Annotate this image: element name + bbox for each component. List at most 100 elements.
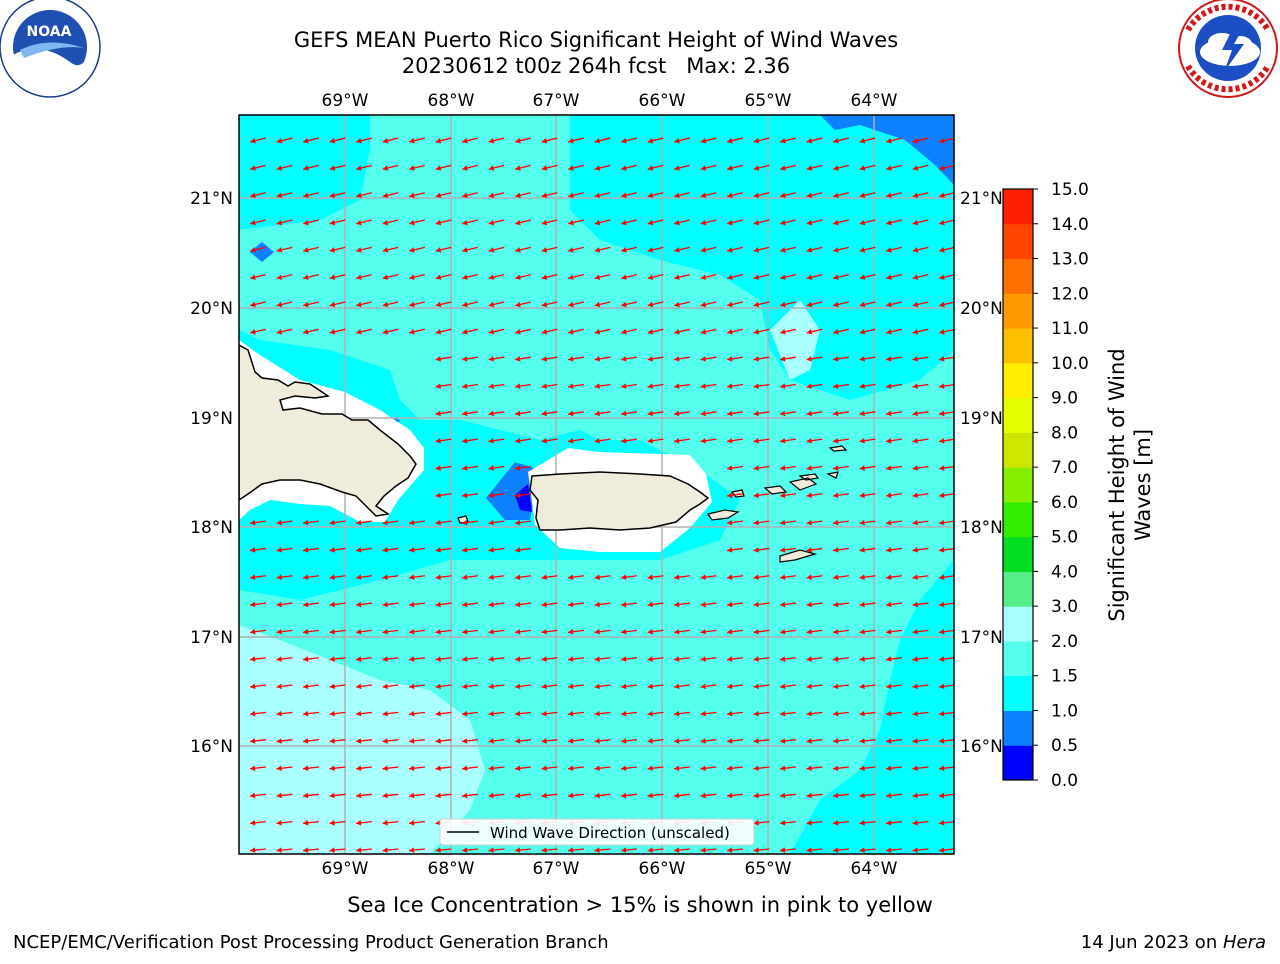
wave-direction-arrowhead	[647, 138, 654, 144]
wave-direction-arrowhead	[700, 410, 706, 417]
wave-direction-arrowhead	[276, 247, 283, 253]
wave-direction-arrowhead	[356, 847, 362, 853]
wave-direction-arrowhead	[568, 765, 574, 772]
wave-direction-arrowhead	[939, 765, 945, 772]
wave-direction-arrowhead	[859, 274, 866, 280]
colorbar-label-line1: Significant Height of Wind	[1105, 348, 1129, 621]
wave-direction-arrowhead	[674, 383, 680, 389]
wave-direction-arrowhead	[568, 301, 574, 308]
wave-direction-arrowhead	[488, 465, 494, 471]
lon-labels-top: 69°W 68°W 67°W 66°W 65°W 64°W	[322, 91, 898, 111]
wave-direction-arrowhead	[276, 792, 282, 799]
wave-direction-arrowhead	[833, 301, 839, 308]
wave-direction-arrowhead	[462, 219, 468, 226]
wave-direction-arrowhead	[674, 329, 680, 335]
wave-direction-arrowhead	[382, 710, 388, 717]
wave-direction-arrowhead	[435, 274, 442, 280]
wave-direction-arrowhead	[886, 301, 892, 308]
wave-direction-arrowhead	[250, 219, 256, 226]
wave-direction-arrowhead	[806, 383, 812, 389]
wave-direction-arrowhead	[329, 738, 335, 744]
wave-direction-arrowhead	[727, 165, 733, 171]
wave-direction-arrowhead	[727, 710, 733, 717]
colorbar-swatch	[1003, 640, 1033, 677]
wave-direction-arrowhead	[594, 301, 601, 308]
wave-direction-arrowhead	[621, 437, 627, 444]
wave-direction-arrowhead	[859, 847, 865, 853]
wave-direction-arrowhead	[276, 628, 282, 635]
wave-direction-arrowhead	[356, 683, 362, 690]
wave-direction-arrowhead	[594, 738, 600, 744]
land-vieques	[707, 509, 740, 521]
wave-direction-arrowhead	[382, 165, 389, 171]
wave-direction-arrowhead	[435, 628, 441, 635]
lon-label: 64°W	[851, 859, 898, 879]
wave-direction-arrowhead	[621, 301, 627, 308]
wave-direction-arrowhead	[541, 356, 547, 362]
wave-direction-arrowhead	[568, 738, 574, 744]
wave-direction-arrowhead	[833, 219, 839, 226]
wave-direction-arrowhead	[859, 219, 866, 226]
wave-direction-arrowhead	[541, 574, 547, 580]
wave-direction-arrowhead	[912, 138, 919, 144]
wave-direction-arrowhead	[515, 138, 521, 144]
wave-direction-arrowhead	[488, 601, 494, 608]
wave-direction-arrowhead	[833, 329, 839, 335]
nws-logo	[1178, 0, 1278, 98]
wave-direction-arrowhead	[488, 683, 494, 690]
lon-label: 68°W	[428, 91, 475, 111]
wave-direction-arrowhead	[594, 437, 600, 444]
wave-direction-arrowhead	[409, 765, 415, 772]
wave-direction-arrowhead	[780, 792, 786, 799]
wave-direction-arrowhead	[356, 192, 362, 199]
wave-direction-arrowhead	[409, 738, 415, 744]
wave-direction-arrowhead	[939, 165, 945, 171]
lat-label: 17°N	[190, 628, 233, 648]
wave-direction-arrowhead	[303, 247, 309, 253]
wave-direction-arrowhead	[435, 247, 442, 253]
wave-direction-arrowhead	[462, 765, 468, 772]
wave-direction-arrowhead	[674, 192, 680, 199]
wave-direction-arrowhead	[329, 656, 335, 662]
wave-direction-arrowhead	[700, 656, 706, 662]
wave-direction-arrowhead	[382, 247, 389, 253]
wave-direction-arrowhead	[250, 301, 256, 308]
wave-direction-arrowhead	[409, 656, 415, 662]
wave-direction-arrowhead	[303, 738, 309, 744]
wave-direction-arrowhead	[621, 683, 627, 690]
lon-label: 65°W	[745, 91, 792, 111]
colorbar-swatch	[1003, 710, 1033, 746]
wave-direction-arrowhead	[594, 683, 600, 690]
wave-direction-arrowhead	[833, 547, 839, 553]
wave-direction-arrowhead	[833, 765, 839, 772]
wave-direction-arrowhead	[833, 820, 839, 826]
wave-direction-arrowhead	[806, 547, 812, 553]
wave-direction-arrowhead	[594, 847, 600, 853]
wave-direction-arrowhead	[859, 192, 866, 199]
lat-label: 21°N	[960, 189, 1003, 209]
wave-direction-arrowhead	[939, 710, 945, 717]
wave-direction-arrowhead	[939, 601, 945, 608]
wave-direction-arrowhead	[939, 247, 945, 253]
wave-direction-arrowhead	[303, 601, 309, 608]
wave-direction-arrowhead	[939, 329, 945, 335]
wave-direction-arrowhead	[621, 738, 627, 744]
wave-direction-arrowhead	[515, 437, 521, 444]
wave-direction-arrowhead	[541, 192, 548, 199]
footer-credit: NCEP/EMC/Verification Post Processing Pr…	[13, 932, 609, 953]
footer-date-text: 14 Jun 2023 on	[1080, 932, 1223, 953]
wave-direction-arrowhead	[806, 247, 813, 253]
colorbar-swatch	[1003, 189, 1033, 225]
wave-direction-arrowhead	[780, 765, 786, 772]
wave-direction-arrowhead	[859, 329, 866, 335]
wave-direction-arrowhead	[647, 247, 654, 253]
wave-direction-arrowhead	[621, 274, 627, 280]
wave-direction-arrowhead	[886, 628, 892, 635]
wave-direction-arrowhead	[753, 383, 759, 389]
wave-direction-arrowhead	[541, 247, 548, 253]
wave-direction-arrowhead	[382, 138, 389, 144]
colorbar-swatch	[1003, 397, 1033, 433]
wave-direction-arrowhead	[674, 792, 680, 799]
wave-direction-arrowhead	[568, 219, 574, 226]
wave-direction-arrowhead	[541, 219, 548, 226]
